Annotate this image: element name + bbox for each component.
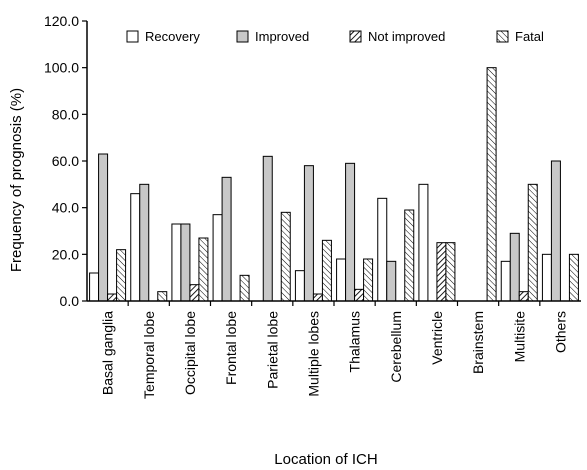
x-tick-label: Multisite <box>511 311 527 363</box>
y-tick-label: 20.0 <box>52 246 79 262</box>
bar-recovery <box>130 193 141 302</box>
legend-swatch <box>496 30 509 43</box>
bar-recovery <box>171 223 182 302</box>
legend-label: Improved <box>255 29 309 44</box>
bar-recovery <box>294 270 305 302</box>
bar-improved <box>180 223 191 302</box>
bar-fatal <box>198 237 209 302</box>
x-tick-label: Thalamus <box>347 311 363 372</box>
x-tick-label: Brainstem <box>470 311 486 374</box>
bar-improved <box>303 165 314 302</box>
bar-improved <box>386 260 397 302</box>
legend-label: Recovery <box>145 29 200 44</box>
legend-swatch <box>349 30 362 43</box>
bars <box>89 67 579 302</box>
bar-fatal <box>527 183 538 302</box>
bar-improved <box>550 160 561 302</box>
x-tick-label: Frontal lobe <box>223 311 239 385</box>
x-tick-label: Multiple lobes <box>305 311 321 397</box>
bar-improved <box>139 183 150 302</box>
y-axis: 0.0 20.0 40.0 60.0 80.0 100.0 120.0 <box>44 13 88 309</box>
bar-not-improved <box>107 293 118 302</box>
legend-swatch <box>126 30 139 43</box>
bar-improved <box>262 155 273 302</box>
bar-fatal <box>157 291 168 302</box>
legend-label: Not improved <box>368 29 445 44</box>
bar-improved <box>509 232 520 302</box>
bar-recovery <box>212 214 223 302</box>
bar-not-improved <box>189 284 200 302</box>
x-axis-title: Location of ICH <box>274 451 377 468</box>
bar-fatal <box>568 253 579 302</box>
bar-fatal <box>116 249 127 302</box>
bar-improved <box>221 176 232 302</box>
x-tick-label: Basal ganglia <box>100 311 116 395</box>
bar-recovery <box>377 197 388 302</box>
bar-fatal <box>486 67 497 302</box>
x-tick-label: Parietal lobe <box>264 311 280 389</box>
x-tick-label: Occipital lobe <box>182 311 198 395</box>
x-axis: Basal ganglia Temporal lobe Occipital lobe… <box>87 300 581 399</box>
legend: Recovery Improved Not improved Fatal <box>126 29 544 44</box>
x-tick-label: Cerebellum <box>388 311 404 383</box>
y-tick-label: 100.0 <box>44 60 79 76</box>
bar-improved <box>98 153 109 302</box>
bar-fatal <box>239 274 250 302</box>
bar-fatal <box>321 239 332 302</box>
bar-fatal <box>363 258 374 302</box>
legend-label: Fatal <box>515 29 544 44</box>
y-tick-label: 80.0 <box>52 106 79 122</box>
y-tick-label: 60.0 <box>52 153 79 169</box>
bar-fatal <box>280 211 291 302</box>
bar-recovery <box>500 260 511 302</box>
bar-recovery <box>336 258 347 302</box>
y-tick-label: 40.0 <box>52 200 79 216</box>
bar-fatal <box>404 209 415 302</box>
x-tick-label: Ventricle <box>429 311 445 365</box>
y-tick-label: 120.0 <box>44 13 79 29</box>
legend-swatch <box>236 30 249 43</box>
bar-recovery <box>418 183 429 302</box>
bar-recovery <box>89 272 100 302</box>
y-tick-label: 0.0 <box>60 293 80 309</box>
bar-not-improved <box>518 291 529 302</box>
x-tick-label: Temporal lobe <box>141 311 157 399</box>
bar-not-improved <box>436 242 447 302</box>
x-tick-label: Others <box>552 311 568 353</box>
bar-not-improved <box>312 293 323 302</box>
y-axis-title: Frequency of prognosis (%) <box>8 88 25 272</box>
bar-recovery <box>541 253 552 302</box>
bar-improved <box>345 162 356 302</box>
bar-not-improved <box>354 288 365 302</box>
bar-fatal <box>445 242 456 302</box>
